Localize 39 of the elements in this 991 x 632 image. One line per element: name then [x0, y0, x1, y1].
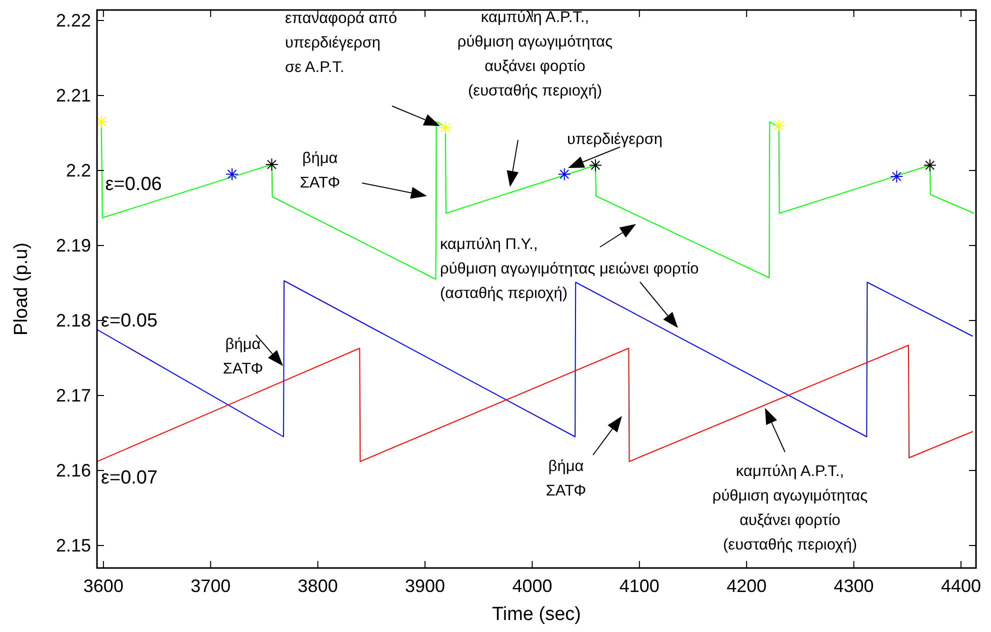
point [923, 158, 936, 172]
y-tick-label: 2.2 [66, 160, 91, 180]
x-tick-label: 4400 [940, 576, 982, 596]
annotation: βήμα ΣΑΤΦ [300, 150, 340, 192]
y-tick-label: 2.21 [56, 86, 91, 106]
series-label: ε=0.05 [101, 310, 158, 332]
y-tick-label: 2.18 [56, 310, 91, 330]
x-axis-title: Time (sec) [492, 604, 582, 625]
annotation: καμπύλη Α.Ρ.Τ., ρύθμιση αγωγιμότητας αυξάνει φορτίο (ευσταθής περιοχή) [712, 463, 868, 554]
line-series [97, 280, 974, 438]
x-tick-label: 4200 [726, 576, 767, 596]
y-tick-label: 2.22 [56, 10, 91, 30]
point [772, 119, 786, 132]
series-label: ε=0.06 [105, 174, 162, 195]
y-tick-label: 2.17 [56, 386, 91, 406]
annotation: επαναφορά από υπερδιέγερση σε Α.Ρ.Τ. [285, 10, 398, 76]
x-tick-label: 3900 [404, 576, 446, 596]
point [890, 170, 904, 183]
y-tick-label: 2.16 [56, 460, 91, 480]
series-label: ε=0.07 [101, 468, 158, 488]
annotation: υπερδιέγερση [567, 131, 663, 148]
point [588, 158, 602, 172]
annotation: βήμα ΣΑΤΦ [546, 458, 586, 500]
x-tick-label: 4100 [619, 576, 660, 596]
annotation: βήμα ΣΑΤΦ [222, 336, 264, 378]
x-tick-label: 3800 [298, 576, 338, 596]
point [265, 158, 278, 171]
x-tick-label: 3600 [83, 576, 124, 596]
x-tick-label: 3700 [190, 576, 231, 596]
point [226, 168, 239, 181]
point [558, 168, 571, 181]
point [438, 121, 452, 134]
annotation: καμπύλη Π.Υ., ρύθμιση αγωγιμότητας μειώνει φορτίο (ασταθής περιοχή) [440, 236, 699, 302]
x-tick-label: 4000 [512, 576, 552, 596]
y-tick-label: 2.19 [56, 236, 91, 256]
y-tick-label: 2.15 [56, 536, 91, 556]
x-tick-label: 4300 [834, 576, 874, 596]
y-axis-title: Pload (p.u) [11, 242, 32, 336]
annotation: καμπύλη Α.Ρ.Τ., ρύθμιση αγωγιμότητας αυξάνει φορτίο (ευσταθής περιοχή) [457, 9, 613, 100]
